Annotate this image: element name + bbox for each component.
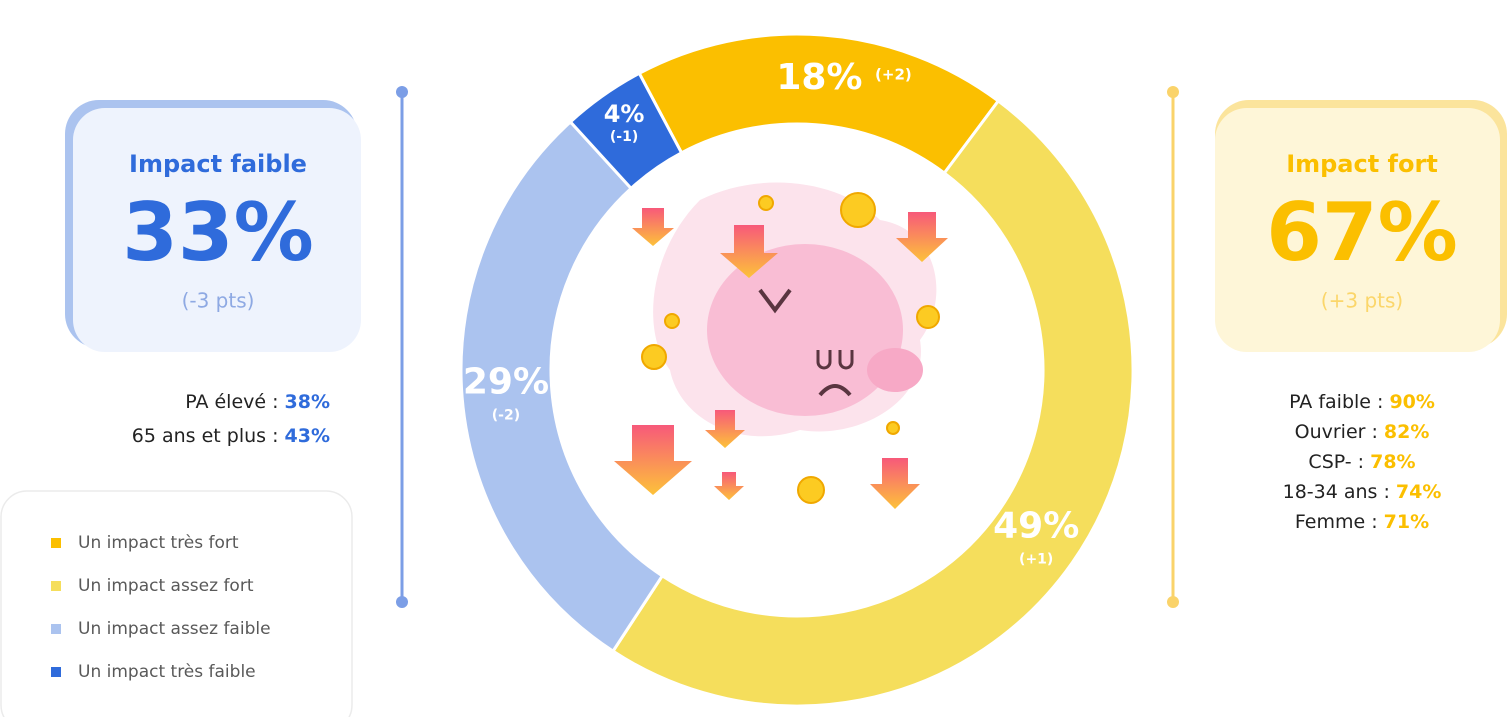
detail-value: 82%	[1384, 421, 1429, 443]
panel-value: 67%	[1266, 186, 1457, 279]
panel-title: Impact fort	[1286, 150, 1438, 178]
detail-label: Ouvrier :	[1295, 421, 1378, 443]
page: {"chart_data": {"type": "donut", "catego…	[0, 0, 1507, 717]
detail-line: PA faible : 90%	[1289, 391, 1435, 413]
legend-swatch	[51, 667, 61, 677]
detail-list: PA élevé : 38% 65 ans et plus : 43%	[132, 391, 330, 447]
detail-value: 78%	[1370, 451, 1415, 473]
detail-value: 90%	[1389, 391, 1434, 413]
donut-segment	[639, 34, 998, 173]
panel-change: (+3 pts)	[1321, 289, 1403, 313]
change-label: (-2)	[492, 407, 520, 423]
detail-line: CSP- : 78%	[1308, 451, 1415, 473]
detail-label: CSP- :	[1308, 451, 1364, 473]
infographic: Impact faible 33% (-3 pts) PA élevé : 38%…	[0, 0, 1507, 717]
detail-label: PA élevé :	[185, 391, 278, 413]
detail-line: 65 ans et plus : 43%	[132, 425, 330, 447]
change-label: (+2)	[875, 65, 912, 83]
detail-value: 74%	[1396, 481, 1441, 503]
legend-label: Un impact assez fort	[78, 576, 254, 596]
detail-line: PA élevé : 38%	[185, 391, 330, 413]
divider-dot	[1167, 86, 1179, 98]
illustration	[614, 183, 948, 509]
legend-box	[1, 491, 352, 717]
legend-label: Un impact très faible	[78, 662, 256, 682]
legend-label: Un impact assez faible	[78, 619, 271, 639]
detail-value: 71%	[1384, 511, 1429, 533]
legend-swatch	[51, 581, 61, 591]
value-label: 4%	[604, 100, 645, 128]
detail-line: Femme : 71%	[1295, 511, 1429, 533]
divider-dot	[396, 86, 408, 98]
divider-dot	[396, 596, 408, 608]
legend-swatch	[51, 624, 61, 634]
legend-swatch	[51, 538, 61, 548]
change-label: (-1)	[610, 129, 638, 145]
detail-line: Ouvrier : 82%	[1295, 421, 1430, 443]
detail-line: 18-34 ans : 74%	[1283, 481, 1442, 503]
detail-value: 43%	[285, 425, 330, 447]
detail-label: 18-34 ans :	[1283, 481, 1390, 503]
value-label: 18%	[776, 57, 862, 98]
legend-label: Un impact très fort	[78, 533, 239, 553]
value-label: 49%	[993, 505, 1079, 546]
detail-label: PA faible :	[1289, 391, 1383, 413]
detail-label: 65 ans et plus :	[132, 425, 279, 447]
panel-value: 33%	[122, 186, 313, 279]
value-label: 29%	[463, 361, 549, 402]
divider-dot	[1167, 596, 1179, 608]
detail-value: 38%	[285, 391, 330, 413]
detail-label: Femme :	[1295, 511, 1378, 533]
change-label: (+1)	[1019, 551, 1053, 567]
panel-change: (-3 pts)	[182, 289, 255, 313]
detail-list: PA faible : 90% Ouvrier : 82% CSP- : 78% 18-34…	[1283, 391, 1442, 533]
panel-title: Impact faible	[129, 150, 307, 178]
